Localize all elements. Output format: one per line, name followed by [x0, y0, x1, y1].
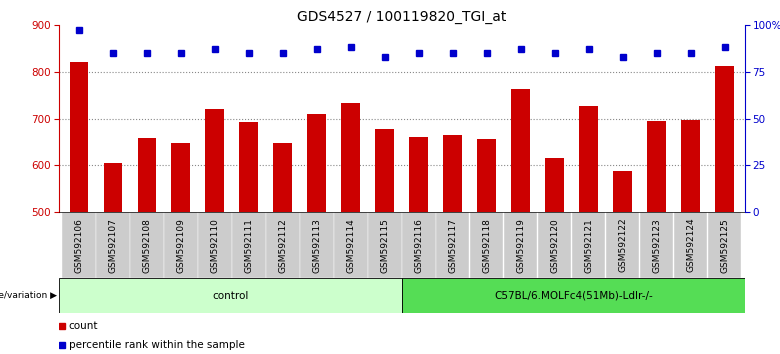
FancyBboxPatch shape [640, 212, 673, 278]
Text: GSM592107: GSM592107 [108, 218, 117, 273]
Bar [715, 66, 734, 212]
FancyBboxPatch shape [266, 212, 300, 278]
Text: GSM592114: GSM592114 [346, 218, 355, 273]
FancyBboxPatch shape [504, 212, 537, 278]
FancyBboxPatch shape [130, 212, 164, 278]
Bar [274, 143, 292, 212]
Text: GSM592110: GSM592110 [211, 218, 219, 273]
Bar [410, 137, 428, 212]
Bar [681, 120, 700, 212]
Text: GSM592124: GSM592124 [686, 218, 695, 273]
FancyBboxPatch shape [334, 212, 367, 278]
Bar [375, 129, 394, 212]
FancyBboxPatch shape [674, 212, 707, 278]
Bar [511, 89, 530, 212]
FancyBboxPatch shape [96, 212, 129, 278]
Bar [239, 122, 258, 212]
Text: GSM592116: GSM592116 [414, 218, 424, 273]
FancyBboxPatch shape [572, 212, 605, 278]
FancyBboxPatch shape [232, 212, 266, 278]
Text: GSM592112: GSM592112 [278, 218, 287, 273]
Text: count: count [69, 321, 98, 331]
Text: GSM592108: GSM592108 [142, 218, 151, 273]
Title: GDS4527 / 100119820_TGI_at: GDS4527 / 100119820_TGI_at [297, 10, 506, 24]
Text: GSM592111: GSM592111 [244, 218, 254, 273]
Text: control: control [212, 291, 248, 301]
FancyBboxPatch shape [402, 278, 745, 313]
Bar [104, 163, 122, 212]
Bar [205, 109, 224, 212]
Bar [137, 138, 156, 212]
Bar [342, 103, 360, 212]
Text: C57BL/6.MOLFc4(51Mb)-Ldlr-/-: C57BL/6.MOLFc4(51Mb)-Ldlr-/- [494, 291, 653, 301]
FancyBboxPatch shape [300, 212, 334, 278]
Bar [443, 135, 462, 212]
Bar [307, 114, 326, 212]
Bar [69, 62, 88, 212]
Text: GSM592118: GSM592118 [482, 218, 491, 273]
FancyBboxPatch shape [402, 212, 435, 278]
Text: percentile rank within the sample: percentile rank within the sample [69, 341, 245, 350]
Text: GSM592120: GSM592120 [550, 218, 559, 273]
Bar [580, 107, 598, 212]
FancyBboxPatch shape [436, 212, 470, 278]
FancyBboxPatch shape [537, 212, 572, 278]
FancyBboxPatch shape [62, 212, 96, 278]
Text: GSM592123: GSM592123 [652, 218, 661, 273]
FancyBboxPatch shape [58, 278, 402, 313]
FancyBboxPatch shape [164, 212, 197, 278]
Text: GSM592115: GSM592115 [380, 218, 389, 273]
Text: GSM592117: GSM592117 [448, 218, 457, 273]
Bar [647, 121, 666, 212]
Text: GSM592109: GSM592109 [176, 218, 186, 273]
Bar [172, 143, 190, 212]
Text: GSM592121: GSM592121 [584, 218, 593, 273]
Bar [545, 158, 564, 212]
FancyBboxPatch shape [470, 212, 503, 278]
Text: GSM592122: GSM592122 [618, 218, 627, 273]
FancyBboxPatch shape [707, 212, 741, 278]
FancyBboxPatch shape [368, 212, 402, 278]
Text: GSM592125: GSM592125 [720, 218, 729, 273]
Text: GSM592113: GSM592113 [312, 218, 321, 273]
Text: genotype/variation ▶: genotype/variation ▶ [0, 291, 57, 300]
FancyBboxPatch shape [198, 212, 232, 278]
FancyBboxPatch shape [606, 212, 640, 278]
Bar [613, 171, 632, 212]
Bar [477, 139, 496, 212]
Text: GSM592119: GSM592119 [516, 218, 525, 273]
Text: GSM592106: GSM592106 [74, 218, 83, 273]
